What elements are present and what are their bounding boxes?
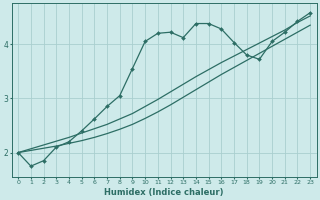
X-axis label: Humidex (Indice chaleur): Humidex (Indice chaleur) — [104, 188, 224, 197]
